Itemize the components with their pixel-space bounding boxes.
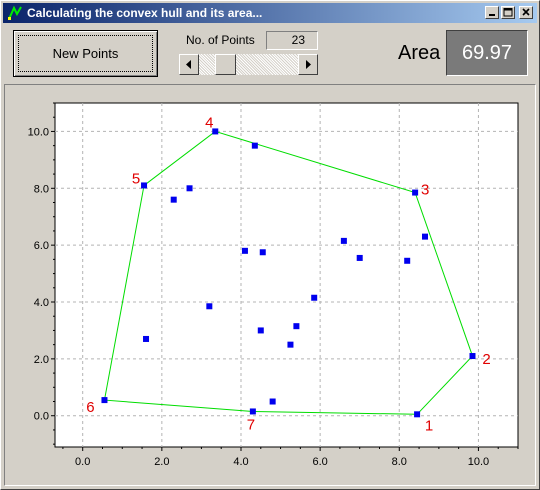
data-point	[141, 182, 148, 189]
title-bar[interactable]: Calculating the convex hull and its area…	[3, 3, 537, 23]
hull-vertex-label: 1	[425, 417, 433, 434]
y-tick-label: 0.0	[34, 411, 49, 423]
number-of-points-slider[interactable]	[179, 54, 318, 75]
data-point	[269, 398, 276, 405]
number-of-points-field: 23	[266, 31, 318, 50]
data-point	[404, 257, 411, 264]
plot-panel: 0.0 2.0 4.0 6.0 8.0 10.0 0.0 2.0 4.0 6.0 8.0 10.0 1 2…	[4, 84, 536, 486]
data-point	[170, 196, 177, 203]
data-point	[412, 189, 419, 196]
data-point	[414, 411, 421, 418]
x-tick-label: 8.0	[392, 456, 407, 468]
data-point	[293, 323, 300, 330]
data-point	[212, 128, 219, 135]
slider-right-button[interactable]	[298, 54, 318, 75]
data-point	[311, 294, 318, 301]
data-point	[186, 185, 193, 192]
data-point	[251, 142, 258, 149]
data-point	[287, 341, 294, 348]
arrow-left-icon	[186, 60, 191, 69]
data-point	[257, 327, 264, 334]
app-icon	[8, 5, 22, 20]
minimize-icon	[489, 14, 495, 16]
data-point	[101, 397, 108, 404]
maximize-button[interactable]	[501, 6, 515, 19]
hull-vertex-label: 5	[132, 170, 140, 187]
new-points-button[interactable]: New Points	[13, 30, 158, 77]
data-point	[206, 303, 213, 310]
slider-left-button[interactable]	[179, 54, 199, 75]
y-tick-label: 10.0	[28, 126, 49, 138]
y-tick-label: 8.0	[34, 183, 49, 195]
hull-plot: 0.0 2.0 4.0 6.0 8.0 10.0 0.0 2.0 4.0 6.0 8.0 10.0 1 2…	[28, 102, 519, 468]
x-tick-label: 2.0	[154, 456, 169, 468]
y-tick-label: 2.0	[34, 354, 49, 366]
maximize-icon	[503, 8, 513, 17]
plot-area	[54, 102, 519, 448]
slider-thumb[interactable]	[215, 54, 236, 75]
data-point	[241, 247, 248, 254]
hull-vertex-label: 7	[247, 416, 255, 433]
x-tick-label: 10.0	[468, 456, 489, 468]
data-point	[422, 233, 429, 240]
arrow-right-icon	[306, 60, 311, 69]
close-icon	[522, 8, 530, 16]
hull-vertex-label: 4	[205, 114, 213, 131]
hull-vertex-label: 6	[86, 399, 94, 416]
area-label: Area	[398, 42, 441, 64]
y-tick-label: 6.0	[34, 240, 49, 252]
new-points-label: New Points	[18, 35, 153, 72]
minimize-button[interactable]	[485, 6, 499, 19]
window-title: Calculating the convex hull and its area…	[27, 6, 263, 20]
hull-polygon	[103, 130, 474, 415]
data-point	[469, 353, 476, 360]
hull-vertex-label: 3	[421, 182, 429, 199]
number-of-points-label: No. of Points	[186, 33, 255, 47]
close-button[interactable]	[519, 6, 533, 19]
area-value: 69.97	[446, 30, 528, 76]
data-point	[356, 254, 363, 261]
x-tick-label: 6.0	[312, 456, 327, 468]
data-point	[143, 335, 150, 342]
x-tick-label: 0.0	[75, 456, 90, 468]
data-point	[249, 408, 256, 415]
x-tick-label: 4.0	[233, 456, 248, 468]
data-point	[259, 249, 266, 256]
hull-vertex-label: 2	[482, 351, 490, 368]
y-tick-label: 4.0	[34, 297, 49, 309]
data-point	[340, 237, 347, 244]
